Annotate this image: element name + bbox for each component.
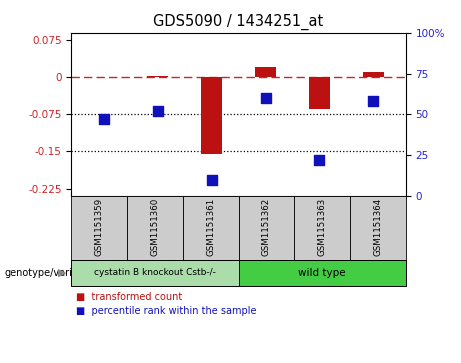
Bar bbox=[147, 76, 168, 77]
Text: genotype/variation: genotype/variation bbox=[5, 268, 97, 278]
Text: GSM1151361: GSM1151361 bbox=[206, 198, 215, 256]
Text: GSM1151362: GSM1151362 bbox=[262, 198, 271, 256]
Text: ■  transformed count: ■ transformed count bbox=[76, 291, 182, 302]
Bar bbox=[255, 67, 276, 77]
Point bbox=[100, 116, 107, 122]
Text: GSM1151364: GSM1151364 bbox=[373, 198, 382, 256]
Point bbox=[208, 177, 215, 183]
Bar bbox=[201, 77, 222, 154]
Text: GSM1151359: GSM1151359 bbox=[95, 198, 104, 256]
Bar bbox=[309, 77, 330, 109]
Point bbox=[316, 157, 323, 163]
Point bbox=[370, 98, 377, 104]
Text: GSM1151363: GSM1151363 bbox=[318, 198, 327, 256]
Point bbox=[262, 95, 269, 101]
Bar bbox=[362, 72, 384, 77]
Text: cystatin B knockout Cstb-/-: cystatin B knockout Cstb-/- bbox=[94, 268, 216, 277]
Text: wild type: wild type bbox=[298, 268, 346, 278]
Title: GDS5090 / 1434251_at: GDS5090 / 1434251_at bbox=[154, 14, 324, 30]
Text: GSM1151360: GSM1151360 bbox=[150, 198, 160, 256]
Text: ■  percentile rank within the sample: ■ percentile rank within the sample bbox=[76, 306, 257, 316]
Point bbox=[154, 108, 161, 114]
Text: ▶: ▶ bbox=[59, 268, 67, 278]
